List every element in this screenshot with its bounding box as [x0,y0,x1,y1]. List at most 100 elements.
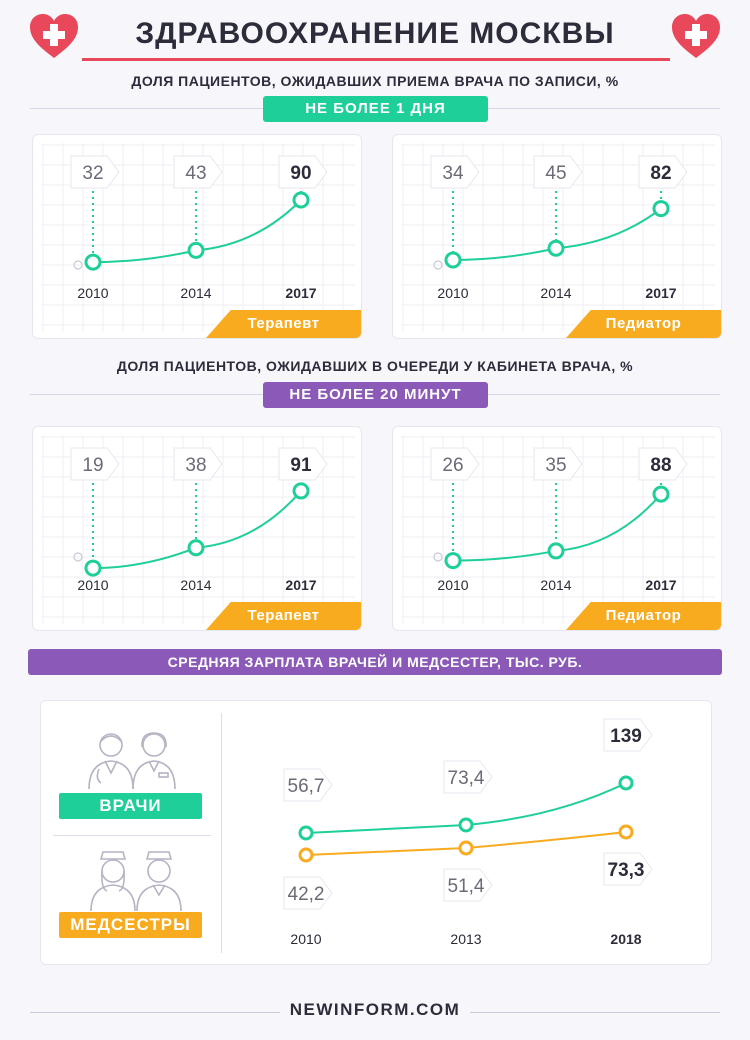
chart-tag: Педиатор [566,602,721,630]
heart-cross-icon [672,14,720,58]
year-tick-label: 2010 [437,285,468,301]
data-point [458,817,474,833]
salary-banner: СРЕДНЯЯ ЗАРПЛАТА ВРАЧЕЙ И МЕДСЕСТЕР, ТЫС… [28,649,722,675]
chart-card-3: 19 2010 38 2014 91 2017 Терапевт [32,426,362,631]
value-label-bg [278,447,328,481]
value-label-bg [70,155,120,189]
section1-subtitle: ДОЛЯ ПАЦИЕНТОВ, ОЖИДАВШИХ ПРИЕМА ВРАЧА П… [131,73,619,89]
value-label: 88 [650,455,671,476]
section1-pill: НЕ БОЛЕЕ 1 ДНЯ [263,96,488,122]
line-chart-pediatrician-queue: 26 2010 35 2014 88 2017 [401,435,715,624]
year-tick-label: 2018 [610,931,641,947]
value-label: 45 [545,163,566,184]
doctors-legend-badge: ВРАЧИ [59,793,202,819]
value-label: 82 [650,163,671,184]
value-label-bg [430,447,480,481]
value-label-bg [430,155,480,189]
value-label: 73,3 [608,860,645,881]
value-label: 91 [290,455,312,476]
year-tick-label: 2014 [180,577,211,593]
axis-origin-marker [73,552,83,562]
data-point [618,824,634,840]
year-tick-label: 2010 [77,577,108,593]
heart-cross-icon [30,14,78,58]
axis-origin-marker [73,260,83,270]
value-label-bg [283,768,333,802]
value-label-bg [638,155,688,189]
page-title: ЗДРАВООХРАНЕНИЕ МОСКВЫ [135,17,615,50]
data-point [292,191,310,209]
data-point [298,825,314,841]
doctors-icon [88,732,176,789]
nurses-series-line [305,831,627,856]
data-point [458,840,474,856]
value-label: 38 [185,455,206,476]
value-label-bg [603,718,653,752]
line-chart-therapist-queue: 19 2010 38 2014 91 2017 [41,435,355,624]
axis-origin-marker [433,552,443,562]
chart-tag: Терапевт [206,602,361,630]
footer-rule-left [30,1012,280,1013]
card-background-grid [41,143,355,332]
data-point [444,251,462,269]
chart-card-4: 26 2010 35 2014 88 2017 Педиатор [392,426,722,631]
data-point [547,239,565,257]
data-point [618,775,634,791]
chart-tag: Педиатор [566,310,721,338]
year-tick-label: 2010 [437,577,468,593]
year-tick-label: 2017 [285,285,316,301]
value-label-bg [638,447,688,481]
value-label: 43 [185,163,206,184]
year-tick-label: 2017 [645,577,676,593]
title-underline [82,58,670,61]
line-chart-pediatrician-appointment: 34 2010 45 2014 82 2017 [401,143,715,332]
value-label: 19 [82,455,103,476]
nurses-icon [90,851,182,911]
year-tick-label: 2014 [180,285,211,301]
data-point [652,485,670,503]
footer-site: NEWINFORM.COM [289,1000,461,1019]
doctors-series-line [305,782,627,834]
legend-divider [53,835,211,836]
year-tick-label: 2014 [540,285,571,301]
value-label-bg [173,155,223,189]
value-label: 26 [442,455,463,476]
value-label-bg [278,155,328,189]
data-point [187,241,205,259]
value-label: 32 [82,163,103,184]
nurses-legend-badge: МЕДСЕСТРЫ [59,912,202,938]
value-label-bg [283,876,333,910]
data-point [298,847,314,863]
chart-card-2: 34 2010 45 2014 82 2017 Педиатор [392,134,722,339]
data-point [187,539,205,557]
panel-divider [221,713,222,953]
data-point [547,542,565,560]
data-point [292,482,310,500]
value-label-bg [603,852,653,886]
value-label: 35 [545,455,566,476]
value-label: 90 [290,163,311,184]
value-label-bg [443,760,493,794]
card-background-grid [401,143,715,332]
line-chart-therapist-appointment: 32 2010 43 2014 90 2017 [41,143,355,332]
value-label-bg [173,447,223,481]
year-tick-label: 2017 [645,285,676,301]
year-tick-label: 2010 [290,931,321,947]
value-label-bg [443,868,493,902]
value-label-bg [70,447,120,481]
value-label: 139 [610,726,642,747]
year-tick-label: 2017 [285,577,316,593]
value-label: 34 [442,163,464,184]
value-label: 56,7 [288,776,325,797]
data-point [84,253,102,271]
year-tick-label: 2014 [540,577,571,593]
section2-subtitle: ДОЛЯ ПАЦИЕНТОВ, ОЖИДАВШИХ В ОЧЕРЕДИ У КА… [116,358,634,374]
data-point [652,200,670,218]
value-label-bg [533,447,583,481]
value-label: 73,4 [448,768,485,789]
value-label-bg [533,155,583,189]
chart-card-1: 32 2010 43 2014 90 2017 Терапевт [32,134,362,339]
axis-origin-marker [433,260,443,270]
line-chart-salary: 56,7 73,4 139 42,2 51,4 73,3 2010 2013 2018 [283,718,653,947]
data-point [84,559,102,577]
